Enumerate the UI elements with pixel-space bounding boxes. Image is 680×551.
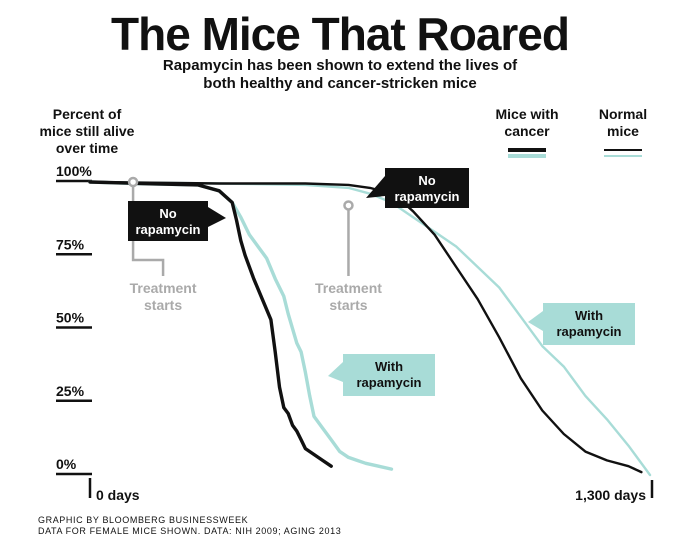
callout-box: [343, 354, 435, 396]
y-tick-label: 75%: [56, 236, 85, 252]
treatment-start-label: Treatment: [315, 280, 382, 296]
series-line-cancer-no-rapamycin: [88, 180, 333, 468]
y-axis-label-line: over time: [55, 140, 119, 156]
treatment-start-label: starts: [144, 297, 182, 313]
x-axis-start-label: 0 days: [96, 487, 140, 503]
y-axis-label-line: mice still alive: [39, 123, 135, 139]
subtitle-line-2: both healthy and cancer-stricken mice: [203, 75, 477, 92]
legend-normal-label: Normal mice: [580, 106, 666, 140]
legend-cancer-line: cancer: [504, 123, 550, 139]
y-axis-label-line: Percent of: [52, 106, 122, 122]
series-line-normal-with-rapamycin: [88, 180, 652, 477]
legend-cancer-label: Mice with cancer: [484, 106, 570, 140]
series-line-normal-no-rapamycin: [88, 180, 643, 474]
x-axis-end-label: 1,300 days: [575, 487, 646, 503]
callout-box: [128, 201, 208, 241]
treatment-start-label: starts: [329, 297, 367, 313]
y-tick-label: 0%: [56, 456, 77, 472]
legend-normal-line: Normal: [598, 106, 648, 122]
callout-pointer: [528, 311, 543, 331]
callout-pointer: [208, 207, 226, 227]
callout-pointer: [328, 362, 343, 382]
y-axis-label: Percent of mice still alive over time: [22, 106, 152, 157]
treatment-start-label: Treatment: [130, 280, 197, 296]
y-tick-label: 50%: [56, 310, 85, 326]
y-tick-label: 25%: [56, 383, 85, 399]
treatment-start-marker: [127, 176, 139, 188]
legend-normal-line: mice: [607, 123, 639, 139]
callout-label: No: [418, 173, 435, 188]
y-tick-label: 100%: [56, 163, 92, 179]
callout-label: rapamycin: [556, 324, 621, 339]
callout-pointer: [366, 176, 385, 198]
callout-label: With: [575, 308, 603, 323]
callout-label: rapamycin: [394, 189, 459, 204]
callout-label: rapamycin: [135, 222, 200, 237]
chart-subtitle: Rapamycin has been shown to extend the l…: [0, 57, 680, 93]
callout-label: No: [159, 206, 176, 221]
chart-title: The Mice That Roared: [111, 8, 570, 60]
treatment-start-marker: [343, 200, 354, 211]
callout-label: rapamycin: [356, 375, 421, 390]
callout-box: [385, 168, 469, 208]
callout-label: With: [375, 359, 403, 374]
legend-cancer-line: Mice with: [495, 106, 559, 122]
footer-credit: GRAPHIC BY BLOOMBERG BUSINESSWEEK: [38, 515, 249, 525]
subtitle-line-1: Rapamycin has been shown to extend the l…: [162, 57, 518, 74]
callout-box: [543, 303, 635, 345]
footer-source: DATA FOR FEMALE MICE SHOWN. DATA: NIH 20…: [38, 526, 342, 536]
